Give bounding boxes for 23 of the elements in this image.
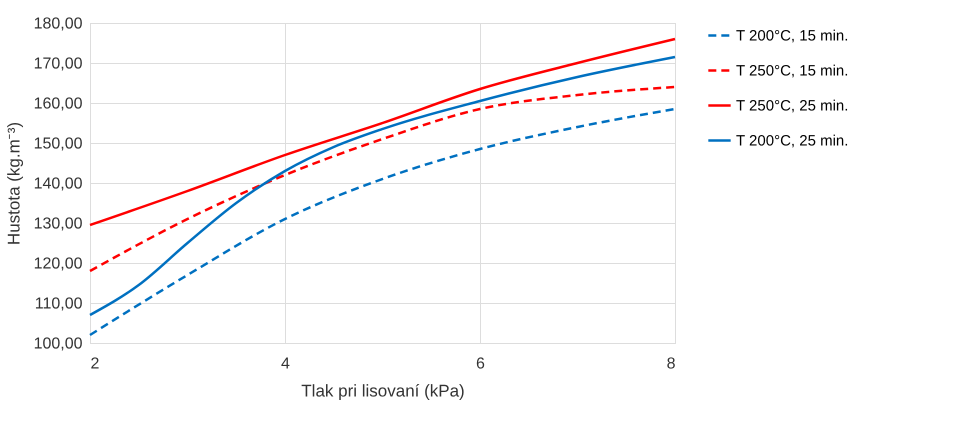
- y-tick-label: 110,00: [34, 296, 83, 312]
- legend-label: T 250°C, 15 min.: [736, 62, 848, 80]
- y-tick-label: 140,00: [34, 176, 83, 192]
- y-tick-label: 120,00: [34, 256, 83, 272]
- legend-label: T 200°C, 15 min.: [736, 28, 848, 44]
- y-tick-label: 150,00: [34, 136, 83, 152]
- line-series: [88, 86, 676, 272]
- y-tick-label: 180,00: [34, 16, 83, 32]
- legend-label: T 250°C, 25 min.: [736, 98, 848, 114]
- y-axis-title: Hustota (kg.m⁻³): [4, 122, 24, 246]
- y-tick-label: 160,00: [34, 96, 83, 112]
- x-tick-label: 4: [281, 356, 290, 372]
- y-tick-label: 170,00: [34, 56, 83, 72]
- legend-label: T 200°C, 25 min.: [736, 132, 848, 150]
- line-series: [88, 108, 676, 336]
- y-tick-label: 100,00: [34, 336, 83, 352]
- x-axis-title: Tlak pri lisovaní (kPa): [301, 382, 465, 400]
- line-series: [88, 56, 676, 316]
- x-tick-label: 2: [90, 356, 100, 372]
- line-series: [88, 38, 676, 226]
- x-tick-label: 6: [476, 356, 486, 372]
- x-tick-label: 8: [666, 356, 676, 372]
- y-tick-label: 130,00: [34, 216, 83, 232]
